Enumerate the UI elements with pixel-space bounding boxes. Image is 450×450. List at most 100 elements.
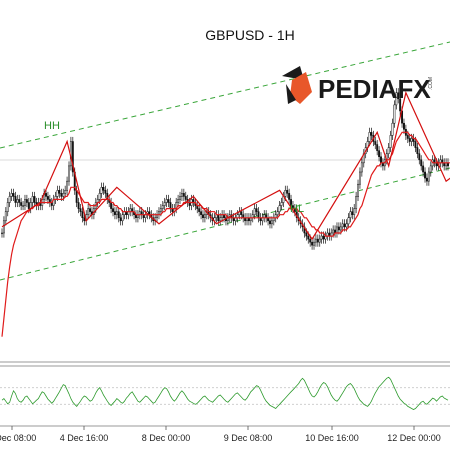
logo-mark-icon bbox=[282, 66, 312, 104]
oscillator-series-line bbox=[1, 376, 449, 410]
candle-body bbox=[378, 150, 381, 157]
candle-body bbox=[276, 211, 279, 215]
candle-body bbox=[387, 147, 390, 154]
x-tick-label: 9 Dec 08:00 bbox=[224, 433, 273, 443]
candle-body bbox=[337, 226, 340, 231]
candle-body bbox=[425, 177, 428, 182]
candle-body bbox=[280, 202, 283, 206]
candle-body bbox=[339, 226, 342, 231]
candle-body bbox=[14, 196, 17, 203]
candle-body bbox=[343, 223, 346, 228]
candle-body bbox=[313, 241, 315, 246]
candle-body bbox=[253, 208, 256, 215]
candle-body bbox=[161, 205, 164, 209]
x-tick-label: 4 Dec 16:00 bbox=[60, 433, 109, 443]
candle-body bbox=[391, 122, 394, 136]
chart-title: GBPUSD - 1H bbox=[205, 27, 294, 43]
candle-body bbox=[110, 202, 113, 209]
candle-body bbox=[89, 208, 92, 212]
x-tick-label: 4 Dec 08:00 bbox=[0, 433, 36, 443]
candle-body bbox=[311, 241, 314, 246]
candle-body bbox=[217, 214, 220, 222]
candle-body bbox=[309, 238, 312, 243]
candle-body bbox=[347, 217, 350, 225]
candle-body bbox=[278, 205, 281, 212]
candle-body bbox=[27, 202, 30, 209]
price-panel bbox=[0, 41, 450, 363]
candle-body bbox=[393, 104, 396, 124]
candle-body bbox=[198, 208, 201, 212]
x-tick-label: 10 Dec 16:00 bbox=[305, 433, 359, 443]
candle-body bbox=[6, 202, 9, 212]
candle-body bbox=[177, 199, 180, 203]
candle-body bbox=[357, 183, 359, 197]
candle-body bbox=[31, 196, 34, 203]
candle-body bbox=[418, 153, 421, 161]
candle-body bbox=[284, 190, 287, 197]
candle-body bbox=[397, 92, 400, 100]
candle-body bbox=[336, 226, 338, 234]
candle-body bbox=[121, 214, 124, 222]
candle-body bbox=[113, 211, 116, 215]
zigzag bbox=[1, 90, 450, 241]
candle-body bbox=[360, 162, 363, 173]
candle-body bbox=[159, 208, 162, 212]
candle-body bbox=[45, 193, 47, 197]
candle-body bbox=[349, 211, 352, 218]
candle-body bbox=[414, 141, 417, 148]
candle-body bbox=[169, 202, 172, 209]
candle-body bbox=[341, 223, 344, 228]
candle-body bbox=[200, 211, 203, 215]
candles bbox=[1, 88, 449, 250]
candle-body bbox=[16, 199, 19, 203]
candle-body bbox=[320, 235, 323, 240]
candle-body bbox=[167, 199, 170, 203]
candle-body bbox=[179, 196, 181, 200]
x-tick-label: 12 Dec 00:00 bbox=[387, 433, 441, 443]
pediafx-logo: PEDIAFX .COM bbox=[282, 66, 434, 104]
candle-body bbox=[314, 238, 317, 243]
candle-body bbox=[18, 199, 21, 203]
candle-body bbox=[68, 165, 70, 182]
candle-body bbox=[286, 190, 289, 194]
candle-body bbox=[56, 190, 59, 197]
candle-body bbox=[77, 202, 80, 209]
candle-body bbox=[60, 193, 63, 197]
candle-body bbox=[429, 165, 432, 173]
candle-body bbox=[380, 156, 382, 164]
candle-body bbox=[410, 138, 413, 142]
candle-body bbox=[345, 223, 348, 228]
candle-body bbox=[406, 135, 409, 139]
candle-body bbox=[355, 196, 358, 209]
candle-body bbox=[4, 211, 7, 222]
candle-body bbox=[102, 187, 105, 191]
candle-body bbox=[119, 217, 122, 222]
candle-body bbox=[219, 217, 222, 222]
candle-body bbox=[8, 196, 11, 203]
candle-body bbox=[75, 190, 78, 203]
candle-body bbox=[12, 193, 15, 197]
candle-body bbox=[46, 196, 49, 200]
candle-body bbox=[100, 187, 103, 194]
oscillator-panel bbox=[0, 365, 450, 427]
candle-body bbox=[257, 211, 260, 218]
candle-body bbox=[318, 238, 321, 243]
candle-body bbox=[25, 199, 28, 203]
moving-average-line bbox=[1, 131, 450, 337]
candle-body bbox=[203, 214, 206, 218]
candle-body bbox=[64, 190, 67, 194]
candle-body bbox=[269, 220, 271, 225]
candle-body bbox=[395, 92, 398, 106]
candle-body bbox=[255, 208, 258, 212]
candle-body bbox=[408, 138, 411, 142]
candle-body bbox=[316, 238, 319, 243]
candle-body bbox=[10, 193, 13, 197]
candle-body bbox=[87, 208, 90, 215]
candle-body bbox=[2, 220, 5, 234]
candle-body bbox=[322, 235, 325, 240]
candle-body bbox=[240, 211, 243, 215]
candle-body bbox=[358, 171, 361, 185]
candle-body bbox=[66, 180, 69, 191]
candle-body bbox=[71, 141, 74, 173]
